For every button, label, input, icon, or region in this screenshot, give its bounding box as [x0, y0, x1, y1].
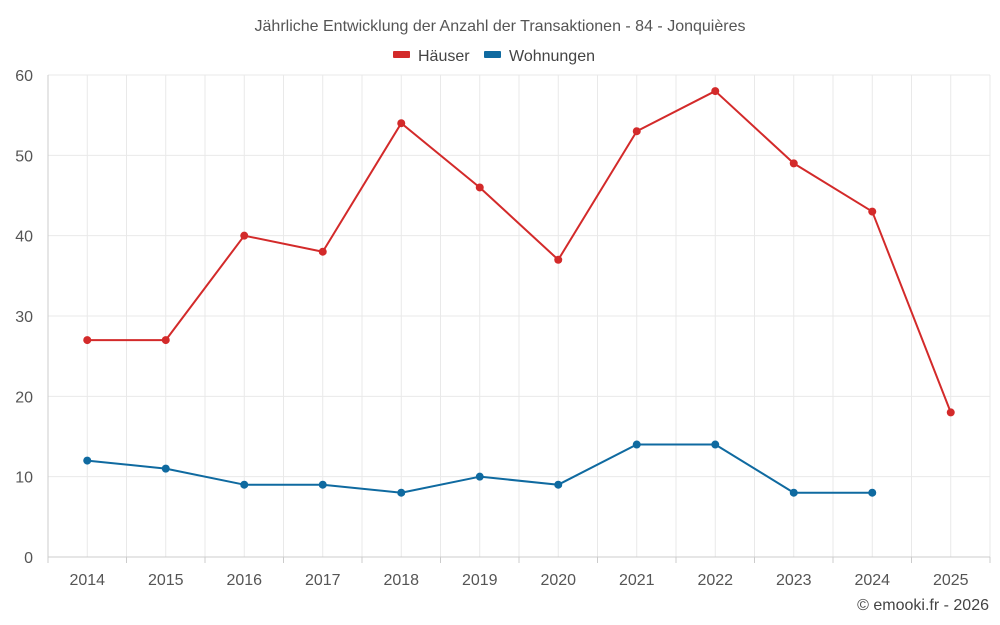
- data-point[interactable]: [554, 255, 563, 264]
- x-axis-ticks: 2014 2015 2016 2017 2018 2019 2020 2021 2022 2023…: [69, 572, 968, 589]
- axes: [47, 75, 991, 563]
- legend-item-wohnungen[interactable]: Wohnungen: [484, 48, 595, 65]
- x-tick-label: 2014: [69, 572, 105, 589]
- data-point[interactable]: [789, 488, 798, 497]
- y-tick-label: 40: [15, 229, 33, 246]
- gridlines: [47, 74, 991, 557]
- legend-swatch-wohnungen: [484, 51, 501, 58]
- x-tick-label: 2022: [697, 572, 733, 589]
- y-axis-ticks: 0 10 20 30 40 50 60: [15, 68, 33, 567]
- x-tick-label: 2023: [776, 572, 812, 589]
- y-tick-label: 30: [15, 309, 33, 326]
- credit-text: © emooki.fr - 2026: [857, 597, 989, 614]
- data-point[interactable]: [632, 127, 641, 136]
- data-point[interactable]: [946, 408, 955, 417]
- x-tick-label: 2015: [148, 572, 184, 589]
- data-point[interactable]: [475, 472, 484, 481]
- data-point[interactable]: [397, 488, 406, 497]
- series-line: [87, 90, 952, 413]
- y-tick-label: 0: [24, 550, 33, 567]
- data-point[interactable]: [240, 480, 249, 489]
- x-tick-label: 2018: [383, 572, 419, 589]
- data-point[interactable]: [554, 480, 563, 489]
- data-point[interactable]: [711, 87, 720, 96]
- data-point[interactable]: [240, 231, 249, 240]
- legend: Häuser Wohnungen: [393, 48, 595, 65]
- x-tick-label: 2016: [226, 572, 262, 589]
- data-point[interactable]: [475, 183, 484, 192]
- data-point[interactable]: [83, 456, 92, 465]
- data-point[interactable]: [318, 247, 327, 256]
- x-tick-label: 2017: [305, 572, 341, 589]
- x-tick-label: 2021: [619, 572, 655, 589]
- data-point[interactable]: [318, 480, 327, 489]
- x-tick-label: 2025: [933, 572, 969, 589]
- data-point[interactable]: [161, 336, 170, 345]
- legend-swatch-haeuser: [393, 51, 410, 58]
- chart-title: Jährliche Entwicklung der Anzahl der Tra…: [255, 18, 746, 35]
- data-point[interactable]: [711, 440, 720, 449]
- y-tick-label: 60: [15, 68, 33, 85]
- data-point[interactable]: [83, 336, 92, 345]
- legend-item-haeuser[interactable]: Häuser: [393, 48, 470, 65]
- series-layer: [83, 87, 955, 497]
- data-point[interactable]: [789, 159, 798, 168]
- x-tick-label: 2020: [540, 572, 576, 589]
- data-point[interactable]: [161, 464, 170, 473]
- series-wohnungen: [83, 440, 877, 497]
- series-haeuser: [83, 87, 955, 417]
- data-point[interactable]: [397, 119, 406, 128]
- y-tick-label: 50: [15, 148, 33, 165]
- x-tick-label: 2019: [462, 572, 498, 589]
- legend-label-wohnungen: Wohnungen: [509, 48, 595, 65]
- legend-label-haeuser: Häuser: [418, 48, 470, 65]
- data-point[interactable]: [632, 440, 641, 449]
- y-tick-label: 10: [15, 470, 33, 487]
- data-point[interactable]: [868, 488, 877, 497]
- y-tick-label: 20: [15, 389, 33, 406]
- x-tick-label: 2024: [854, 572, 890, 589]
- data-point[interactable]: [868, 207, 877, 216]
